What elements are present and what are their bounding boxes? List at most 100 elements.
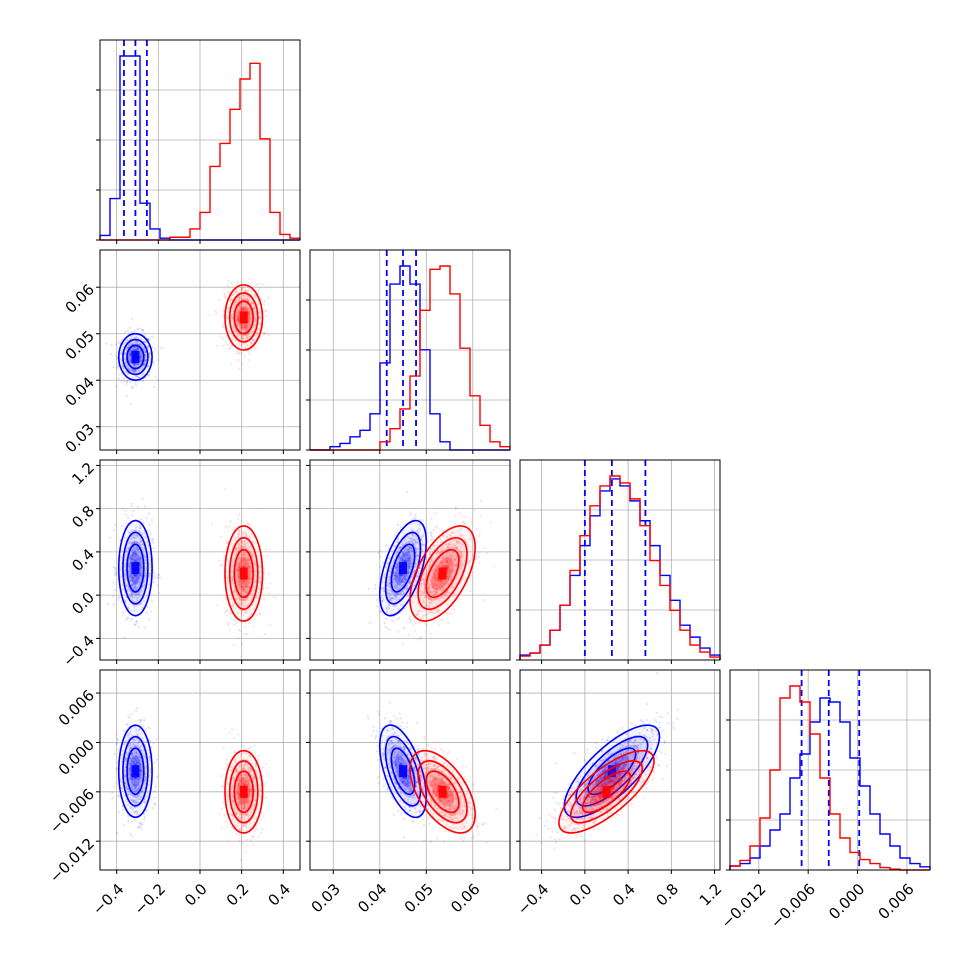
sample-point — [124, 600, 127, 604]
sample-point — [153, 790, 156, 793]
sample-point — [140, 761, 143, 764]
sample-point — [424, 595, 427, 599]
sample-point — [407, 571, 410, 574]
sample-point — [114, 588, 117, 592]
sample-point — [238, 299, 241, 302]
sample-point — [240, 287, 243, 290]
scatter-panel-1-0 — [105, 278, 270, 405]
sample-point — [440, 580, 443, 583]
sample-point — [462, 542, 465, 546]
sample-point — [220, 775, 223, 778]
panel-3-2 — [520, 670, 720, 870]
sample-point — [243, 806, 246, 809]
sample-point — [400, 579, 403, 582]
sample-point — [242, 551, 245, 555]
sample-point — [230, 611, 233, 615]
sample-point — [247, 289, 250, 292]
sample-point — [143, 779, 146, 782]
sample-point — [448, 592, 451, 595]
sample-point — [141, 329, 144, 332]
sample-point — [146, 605, 149, 608]
sample-point — [133, 370, 136, 373]
sample-point — [459, 571, 462, 574]
sample-point — [255, 332, 258, 335]
sample-point — [254, 786, 257, 789]
sample-point — [228, 347, 231, 350]
sample-point — [128, 358, 131, 361]
sample-point — [133, 546, 136, 549]
sample-point — [130, 798, 134, 801]
sample-point — [452, 568, 455, 571]
sample-point — [129, 730, 132, 733]
sample-point — [113, 568, 116, 571]
sample-point — [214, 309, 217, 313]
panel-3-3 — [730, 670, 930, 870]
sample-point — [469, 537, 473, 540]
sample-point — [138, 753, 141, 756]
sample-point — [245, 328, 248, 331]
sample-point — [406, 574, 410, 577]
sample-point — [431, 576, 434, 580]
sample-point — [148, 756, 151, 759]
sample-point — [246, 336, 249, 339]
sample-point — [407, 571, 410, 575]
sample-point — [228, 525, 231, 528]
sample-point — [409, 787, 412, 790]
sample-point — [421, 776, 424, 779]
sample-point — [133, 760, 136, 764]
sample-point — [234, 291, 237, 294]
sample-point — [396, 523, 399, 527]
sample-point — [143, 779, 146, 782]
sample-point — [251, 301, 254, 305]
sample-point — [237, 313, 240, 316]
sample-point — [430, 598, 433, 601]
sample-point — [136, 826, 139, 830]
sample-point — [428, 561, 431, 564]
sample-point — [136, 549, 139, 552]
sample-point — [393, 597, 396, 600]
sample-point — [218, 560, 221, 563]
sample-point — [247, 332, 250, 335]
sample-point — [249, 785, 253, 788]
sample-point — [402, 593, 405, 596]
sample-point — [255, 595, 258, 599]
sample-point — [244, 327, 247, 330]
sample-point — [138, 593, 141, 596]
sample-point — [241, 809, 244, 812]
sample-point — [265, 548, 268, 551]
sample-point — [141, 589, 144, 593]
sample-point — [219, 335, 222, 338]
sample-point — [127, 772, 130, 775]
sample-point — [403, 594, 406, 597]
sample-point — [238, 342, 241, 345]
sample-point — [137, 348, 140, 351]
sample-point — [402, 802, 405, 805]
sample-point — [132, 760, 135, 763]
sample-point — [236, 280, 239, 283]
sample-point — [241, 541, 244, 545]
sample-point — [401, 552, 404, 555]
sample-point — [414, 516, 417, 519]
sample-point — [248, 799, 251, 802]
sample-point — [238, 598, 241, 601]
sample-point — [125, 382, 128, 385]
sample-point — [242, 816, 245, 819]
sample-point — [445, 555, 448, 558]
sample-point — [418, 620, 421, 624]
sample-point — [245, 563, 248, 566]
sample-point — [232, 605, 235, 608]
sample-point — [445, 603, 449, 606]
sample-point — [382, 748, 385, 751]
sample-point — [234, 536, 237, 540]
sample-point — [244, 762, 247, 765]
sample-point — [244, 609, 247, 612]
panel-2-0 — [100, 460, 300, 660]
sample-point — [134, 553, 137, 557]
sample-point — [399, 724, 402, 728]
sample-point — [241, 327, 244, 330]
sample-point — [409, 565, 412, 568]
sample-point — [431, 582, 435, 585]
sample-point — [436, 560, 439, 563]
sample-point — [251, 554, 254, 557]
sample-point — [134, 368, 137, 372]
